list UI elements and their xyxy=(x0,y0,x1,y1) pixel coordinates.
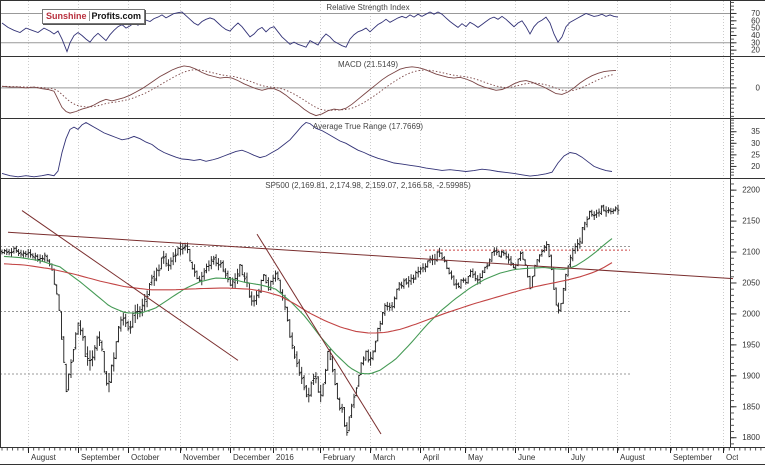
y-tick-label: 40 xyxy=(751,31,760,40)
rsi-title: Relative Strength Index xyxy=(326,3,409,12)
logo: Sunshine Profits.com xyxy=(42,9,146,24)
macd-panel xyxy=(0,65,731,117)
y-tick-label: 1900 xyxy=(742,371,760,380)
month-labels: August September October November December 20… xyxy=(31,453,755,462)
price-bars xyxy=(0,204,620,436)
y-tick-label: 2100 xyxy=(742,248,760,257)
ma50-line xyxy=(3,238,613,375)
month-label: August xyxy=(620,453,646,462)
month-label: July xyxy=(571,453,585,462)
long-term-resistance-trendline xyxy=(7,231,734,280)
month-label: October xyxy=(726,453,755,462)
month-label: March xyxy=(373,453,395,462)
atr-panel xyxy=(1,121,613,178)
atr-line xyxy=(1,121,613,178)
month-label: September xyxy=(81,453,120,462)
month-label: October xyxy=(131,453,160,462)
grid-layer xyxy=(28,1,724,447)
month-label: April xyxy=(423,453,439,462)
y-tick-label: 1950 xyxy=(742,340,760,349)
y-tick-label: 25 xyxy=(751,150,760,159)
y-tick-label: 1850 xyxy=(742,402,760,411)
y-tick-label: 35 xyxy=(751,127,760,136)
y-tick-label: 50 xyxy=(751,24,760,33)
macd-line xyxy=(1,65,617,117)
y-tick-label: 70 xyxy=(751,9,760,18)
y-tick-label: 60 xyxy=(751,16,760,25)
y-tick-label: 2050 xyxy=(742,278,760,287)
y-tick-label: 30 xyxy=(751,139,760,148)
macd-title: MACD (21.5149) xyxy=(338,60,398,69)
sp500-title: SP500 (2,169.81, 2,174.98, 2,159.07, 2,1… xyxy=(265,181,471,190)
month-label: May xyxy=(468,453,483,462)
decline-2016-trendline xyxy=(256,233,382,435)
rsi-line xyxy=(1,11,619,53)
atr-title: Average True Range (17.7669) xyxy=(313,122,423,131)
y-tick-label: 2200 xyxy=(742,186,760,195)
y-tick-label: 2000 xyxy=(742,309,760,318)
y-tick-label: 30 xyxy=(751,38,760,47)
logo-sunshine: Sunshine xyxy=(46,11,90,21)
y-tick-label: 2150 xyxy=(742,217,760,226)
month-label: December xyxy=(233,453,270,462)
price-panel xyxy=(0,204,734,436)
y-axis: 2030405060700202530351800185019001950200… xyxy=(730,1,761,445)
y-tick-label: 20 xyxy=(751,46,760,55)
y-tick-label: 0 xyxy=(756,83,761,92)
y-tick-label: 1800 xyxy=(742,433,760,442)
signal-line xyxy=(2,69,615,111)
month-label: September xyxy=(673,453,712,462)
ma200-line xyxy=(3,262,613,334)
decline-2015-trendline xyxy=(21,210,239,361)
month-label: August xyxy=(31,453,57,462)
month-label: 2016 xyxy=(276,453,294,462)
month-label: November xyxy=(183,453,220,462)
month-label: June xyxy=(518,453,536,462)
y-tick-label: 20 xyxy=(751,162,760,171)
month-label: February xyxy=(323,453,355,462)
x-axis: August September October November December 20… xyxy=(1,448,762,462)
logo-profits: Profits.com xyxy=(91,11,142,21)
